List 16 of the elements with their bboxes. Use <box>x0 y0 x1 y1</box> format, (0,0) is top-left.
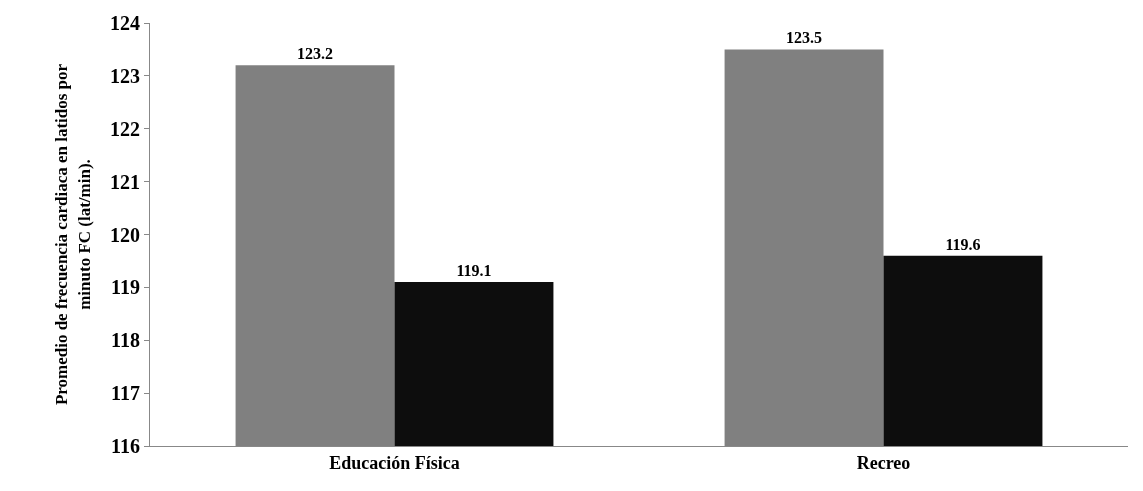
y-axis-title: Promedio de frecuencia cardiaca en latidos por minuto FC (lat/min). <box>52 63 94 406</box>
y-tick-label: 117 <box>111 382 140 405</box>
y-tick-label: 119 <box>111 276 140 299</box>
data-label: 119.1 <box>456 262 492 280</box>
x-tick-label: Recreo <box>856 452 911 473</box>
y-tick-label: 116 <box>111 435 140 457</box>
data-label: 123.2 <box>297 45 334 63</box>
data-label: 123.5 <box>786 29 823 47</box>
y-tick-label: 121 <box>110 170 140 193</box>
data-label: 119.6 <box>945 235 981 253</box>
y-tick-label: 122 <box>110 117 140 140</box>
x-tick-label: Educación Física <box>329 452 460 473</box>
y-tick-label: 120 <box>110 223 140 246</box>
y-tick-label: 124 <box>110 12 140 34</box>
y-tick-label: 118 <box>111 329 140 352</box>
y-tick-label: 123 <box>110 64 140 87</box>
